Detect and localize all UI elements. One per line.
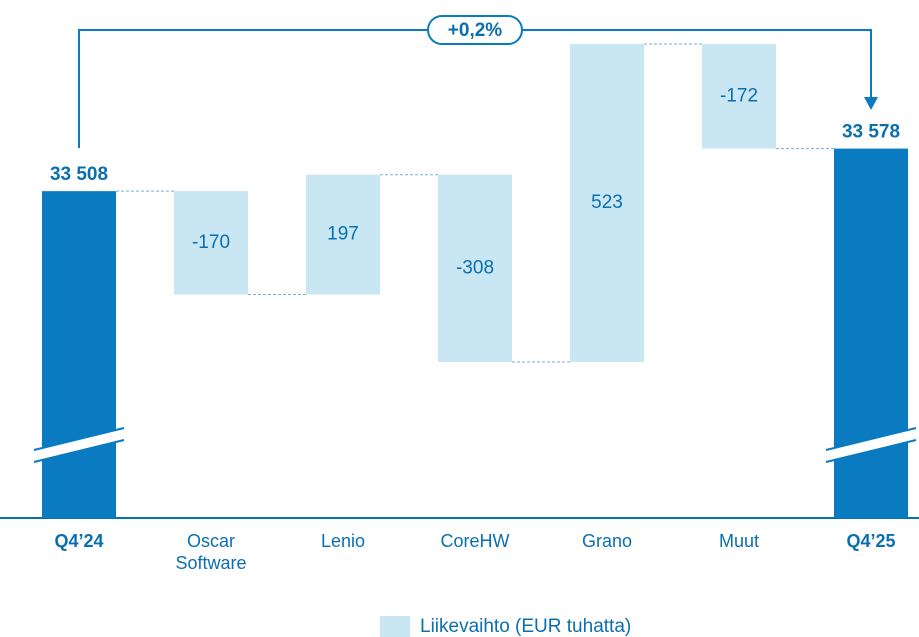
axis-break-line: [33, 427, 125, 451]
axis-break: [826, 428, 916, 462]
value-label: -170: [192, 232, 230, 253]
x-tick-label: Grano: [581, 531, 633, 551]
arrow-head: [864, 97, 878, 110]
axis-break: [34, 428, 124, 462]
x-tick-label: Oscar Software: [175, 531, 247, 573]
value-label: 197: [327, 224, 359, 245]
delta-bar: [438, 174, 512, 362]
legend-swatch: [380, 616, 410, 637]
value-label: 523: [591, 192, 623, 213]
delta-bar: [702, 44, 776, 149]
delta-bar: [570, 44, 644, 362]
x-tick-label: CoreHW: [440, 531, 510, 551]
axis-break-line: [825, 439, 917, 463]
value-label: -308: [456, 257, 494, 278]
axis-break-line: [825, 427, 917, 451]
x-tick-label: Q4’24: [54, 531, 104, 551]
delta-bar: [174, 191, 248, 295]
value-label: 33 578: [842, 122, 900, 143]
annotation: +0,2%: [448, 20, 503, 41]
value-label: 33 508: [50, 164, 108, 185]
delta-bar: [306, 174, 380, 295]
x-tick-label: Q4’25: [846, 531, 896, 551]
legend-label: Liikevaihto (EUR tuhatta): [420, 616, 631, 637]
total-bar: [834, 148, 908, 518]
value-label: -172: [720, 85, 758, 106]
total-bar: [42, 191, 116, 518]
annotation-pill: [427, 15, 523, 45]
x-tick-label: Lenio: [320, 531, 366, 551]
axis-break-line: [33, 439, 125, 463]
x-tick-label: Muut: [718, 531, 760, 551]
